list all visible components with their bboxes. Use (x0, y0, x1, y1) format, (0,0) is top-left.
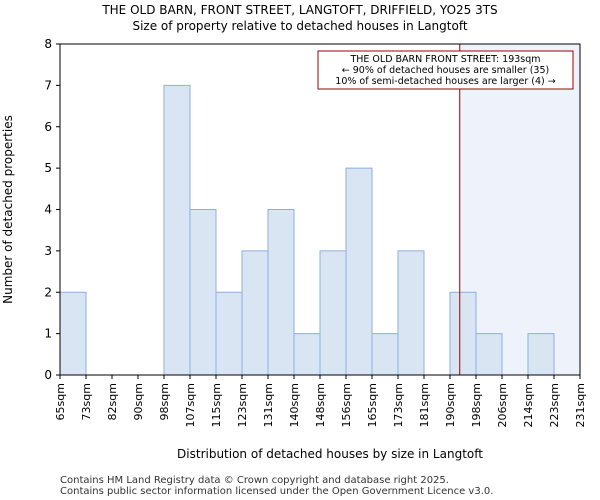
chart-subtitle: Size of property relative to detached ho… (132, 19, 468, 33)
histogram-bar (215, 291, 243, 376)
x-tick-label: 82sqm (106, 383, 119, 420)
x-tick-label: 123sqm (236, 383, 249, 427)
x-tick-label: 140sqm (288, 383, 301, 427)
x-tick-label: 231sqm (574, 383, 587, 427)
x-tick-label: 98sqm (158, 383, 171, 420)
x-tick-label: 131sqm (262, 383, 275, 427)
y-tick-label: 7 (44, 78, 52, 92)
y-tick-label: 5 (44, 161, 52, 175)
y-tick-label: 8 (44, 37, 52, 51)
y-tick-label: 1 (44, 327, 52, 341)
histogram-bar (345, 167, 373, 376)
histogram-bar (241, 250, 269, 376)
footer-line-1: Contains HM Land Registry data © Crown c… (60, 475, 449, 486)
y-tick-label: 0 (44, 368, 52, 382)
x-tick-label: 223sqm (548, 383, 561, 427)
annotation-line: ← 90% of detached houses are smaller (35… (342, 65, 549, 76)
x-axis-label: Distribution of detached houses by size … (177, 447, 483, 461)
annotation-line: 10% of semi-detached houses are larger (… (335, 76, 555, 87)
histogram-bar (163, 84, 191, 376)
histogram-bar (293, 333, 321, 376)
x-tick-label: 190sqm (444, 383, 457, 427)
histogram-bar (449, 291, 477, 376)
annotation-box (317, 50, 574, 90)
histogram-bar (475, 333, 503, 376)
histogram-bar (371, 333, 399, 376)
y-tick-label: 2 (44, 285, 52, 299)
annotation-line: THE OLD BARN FRONT STREET: 193sqm (349, 54, 540, 65)
x-tick-label: 156sqm (340, 383, 353, 427)
x-tick-label: 173sqm (392, 383, 405, 427)
y-tick-label: 6 (44, 120, 52, 134)
x-tick-label: 206sqm (496, 383, 509, 427)
x-tick-label: 65sqm (54, 383, 67, 420)
x-tick-label: 198sqm (470, 383, 483, 427)
x-tick-label: 115sqm (210, 383, 223, 427)
larger-region-shade (459, 44, 580, 375)
histogram-bar (527, 333, 555, 376)
x-tick-label: 181sqm (418, 383, 431, 427)
chart-title: THE OLD BARN, FRONT STREET, LANGTOFT, DR… (102, 3, 498, 17)
y-tick-label: 4 (44, 203, 52, 217)
x-tick-label: 165sqm (366, 383, 379, 427)
x-tick-label: 90sqm (132, 383, 145, 420)
y-axis-label: Number of detached properties (1, 115, 15, 304)
x-tick-label: 148sqm (314, 383, 327, 427)
histogram-bar (319, 250, 347, 376)
x-tick-label: 73sqm (80, 383, 93, 420)
x-tick-label: 214sqm (522, 383, 535, 427)
histogram-bar (189, 209, 217, 376)
histogram-bar (59, 291, 87, 376)
x-tick-label: 107sqm (184, 383, 197, 427)
y-tick-label: 3 (44, 244, 52, 258)
histogram-bar (397, 250, 425, 376)
histogram-bar (267, 209, 295, 376)
footer-line-2: Contains public sector information licen… (60, 486, 494, 497)
